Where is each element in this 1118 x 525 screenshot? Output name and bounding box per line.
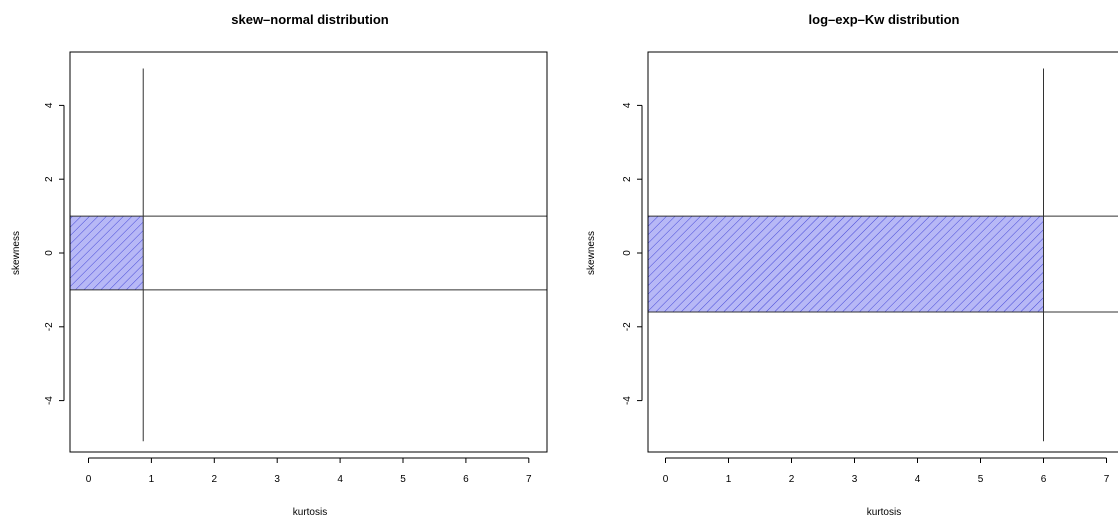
x-tick-label: 1 [149,474,155,485]
x-tick-label: 4 [915,474,921,485]
y-axis-label: skewness [586,231,597,275]
reference-lines [648,68,1118,442]
y-tick-label: -4 [44,396,55,405]
y-tick-label: 2 [44,176,55,182]
x-axis-label: kurtosis [867,507,901,518]
panel-log-exp-kw: log–exp–Kw distribution kurtosis skewnes… [586,12,1118,518]
x-tick-label: 7 [526,474,532,485]
y-tick-label: -4 [622,396,633,405]
x-axis: 0 1 2 3 4 5 6 7 [663,457,1110,485]
y-tick-label: 0 [44,250,55,256]
x-tick-label: 6 [1041,474,1047,485]
plot-frame [647,51,1118,453]
shaded-region [648,216,1044,313]
chart-title: log–exp–Kw distribution [809,12,960,27]
x-tick-label: 6 [463,474,469,485]
shaded-rect [648,216,1044,313]
y-tick-label: 4 [622,102,633,108]
x-tick-label: 7 [1104,474,1110,485]
y-tick-label: -2 [44,322,55,331]
plot-frame [69,51,548,453]
y-tick-label: 0 [622,250,633,256]
x-tick-label: 0 [86,474,92,485]
x-tick-label: 5 [978,474,984,485]
x-axis: 0 1 2 3 4 5 6 7 [86,457,532,485]
x-tick-label: 5 [400,474,406,485]
y-tick-label: -2 [622,322,633,331]
x-tick-label: 3 [852,474,858,485]
chart-title: skew–normal distribution [231,12,389,27]
x-tick-label: 0 [663,474,669,485]
y-tick-label: 2 [622,176,633,182]
x-tick-label: 3 [274,474,280,485]
shaded-rect [70,216,144,290]
y-tick-label: 4 [44,102,55,108]
x-axis-label: kurtosis [293,507,327,518]
reference-lines [70,68,547,442]
y-axis-label: skewness [11,231,22,275]
x-tick-label: 1 [726,474,732,485]
x-tick-label: 4 [337,474,343,485]
x-tick-label: 2 [789,474,795,485]
panel-skew-normal: skew–normal distribution kurtosis skewne… [11,12,548,518]
y-axis: -4 -2 0 2 4 [622,102,643,405]
shaded-region [70,216,144,290]
y-axis: -4 -2 0 2 4 [44,102,65,405]
x-tick-label: 2 [212,474,218,485]
